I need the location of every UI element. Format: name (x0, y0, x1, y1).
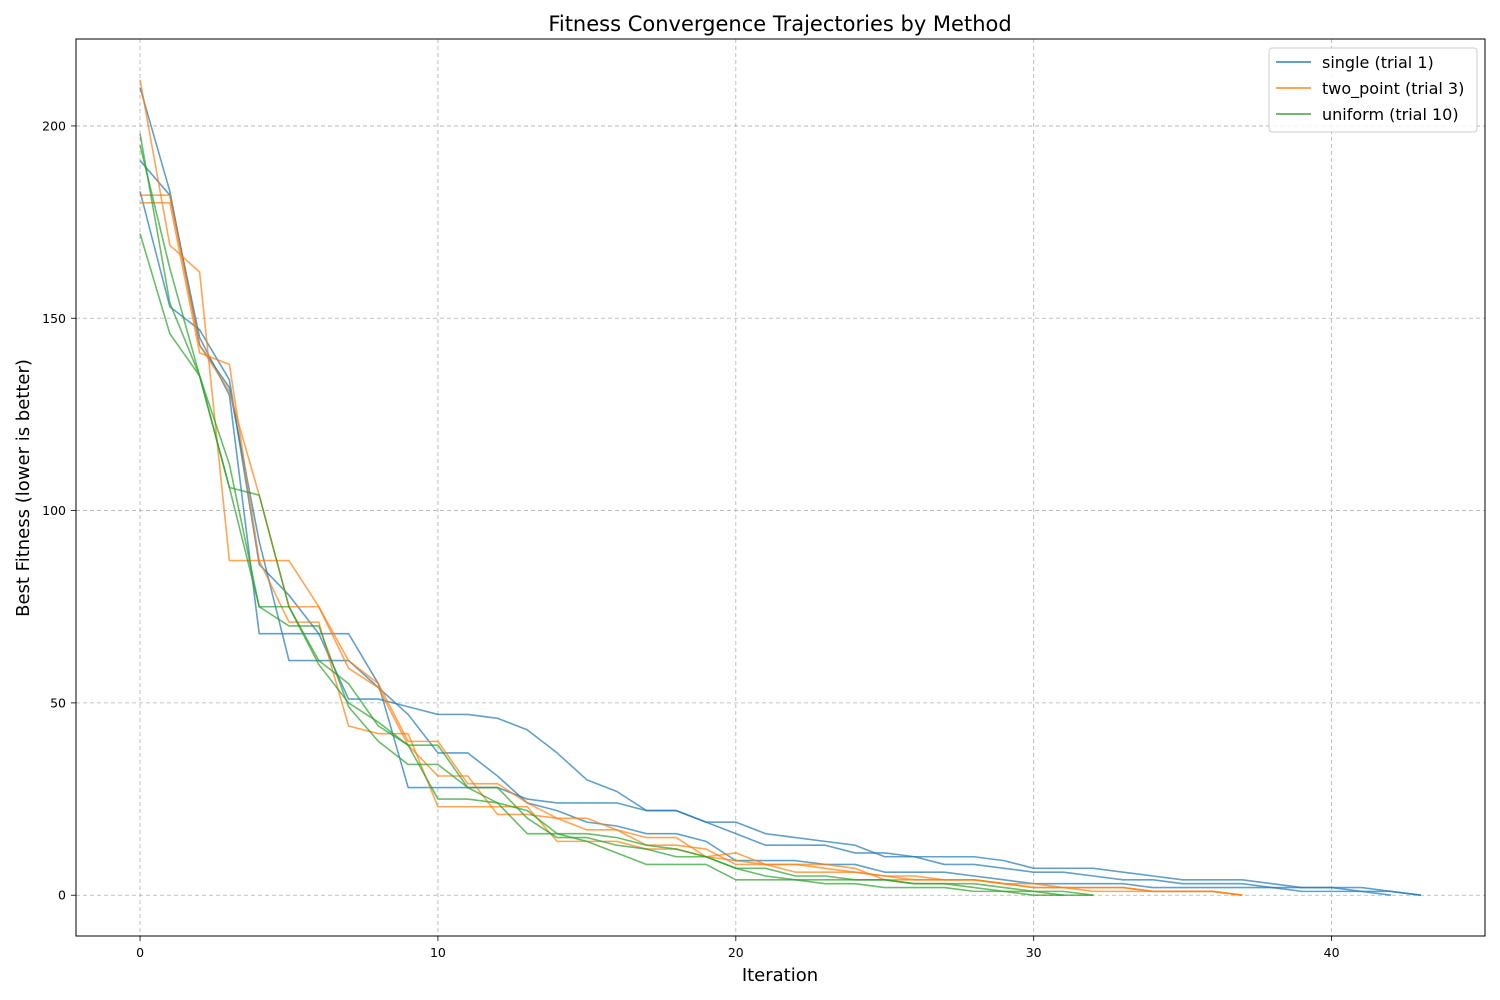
y-tick-label: 100 (42, 503, 66, 518)
y-tick-label: 150 (42, 311, 66, 326)
grid (76, 39, 1485, 936)
legend-box (1268, 47, 1478, 133)
legend: single (trial 1) two_point (trial 3) unifo… (1268, 47, 1478, 133)
y-tick-label: 50 (50, 695, 66, 710)
uniform-series-line (139, 233, 1094, 897)
chart-title: Fitness Convergence Trajectories by Meth… (548, 12, 1011, 36)
x-tick-label: 10 (430, 945, 446, 960)
x-tick-label: 30 (1026, 945, 1042, 960)
legend-label: uniform (trial 10) (1322, 105, 1459, 124)
legend-label: two_point (trial 3) (1322, 79, 1464, 99)
axis-ticks: 0 10 20 30 40 0 50 100 150 200 (42, 118, 1339, 960)
x-axis-label: Iteration (742, 965, 818, 986)
x-tick-label: 40 (1324, 945, 1340, 960)
uniform-series-line (139, 144, 1064, 897)
x-tick-label: 20 (728, 945, 744, 960)
x-tick-label: 0 (136, 945, 144, 960)
single-series-line (139, 191, 1422, 897)
y-tick-label: 0 (58, 888, 66, 903)
series-lines (139, 79, 1422, 897)
single-series-line (139, 160, 1422, 897)
y-axis-label: Best Fitness (lower is better) (13, 359, 34, 617)
two_point-series-line (140, 194, 1243, 897)
legend-label: single (trial 1) (1322, 53, 1434, 72)
plot-frame (75, 38, 1486, 937)
y-tick-label: 200 (42, 118, 66, 133)
